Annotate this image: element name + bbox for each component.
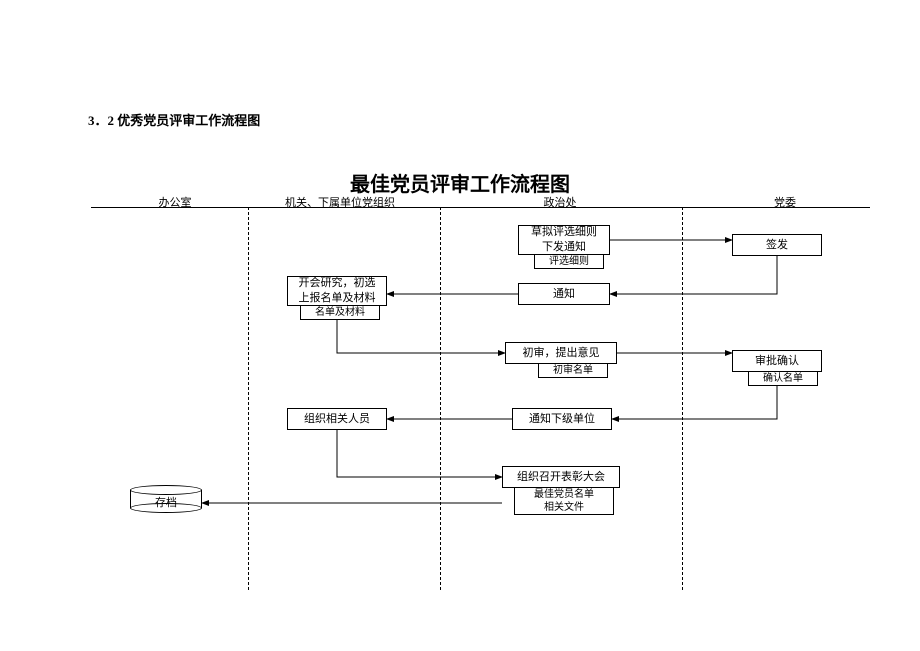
node-notify1: 通知 <box>518 283 610 305</box>
node-notify2: 通知下级单位 <box>512 408 612 430</box>
lane-divider-3 <box>682 207 683 590</box>
node-approve: 审批确认 <box>732 350 822 372</box>
node-draft-rules: 草拟评选细则下发通知 <box>518 225 610 255</box>
subnode-prelist: 初审名单 <box>538 363 608 378</box>
subnode-confirmlist: 确认名单 <box>748 371 818 386</box>
subnode-material: 名单及材料 <box>300 305 380 320</box>
section-number: 3．2 优秀党员评审工作流程图 <box>88 110 260 129</box>
subnode-label: 最佳党员名单相关文件 <box>534 488 594 514</box>
arrows-layer <box>0 0 920 651</box>
arrow <box>337 320 505 353</box>
arrow <box>612 386 777 419</box>
lane-divider-2 <box>440 207 441 590</box>
subnode-finallist: 最佳党员名单相关文件 <box>514 487 614 515</box>
node-meeting: 开会研究，初选上报名单及材料 <box>287 276 387 306</box>
node-label: 草拟评选细则下发通知 <box>531 225 597 255</box>
header-line <box>91 207 870 208</box>
node-organize-staff: 组织相关人员 <box>287 408 387 430</box>
node-ceremony: 组织召开表彰大会 <box>502 466 620 488</box>
node-archive: 存档 <box>130 485 202 513</box>
lane-divider-1 <box>248 207 249 590</box>
subnode-rules: 评选细则 <box>534 254 604 269</box>
node-label: 开会研究，初选上报名单及材料 <box>299 276 376 306</box>
arrow <box>610 256 777 294</box>
diagram-title: 最佳党员评审工作流程图 <box>0 168 920 197</box>
archive-label: 存档 <box>130 494 202 510</box>
node-sign: 签发 <box>732 234 822 256</box>
arrow <box>337 430 502 477</box>
node-preliminary: 初审，提出意见 <box>505 342 617 364</box>
